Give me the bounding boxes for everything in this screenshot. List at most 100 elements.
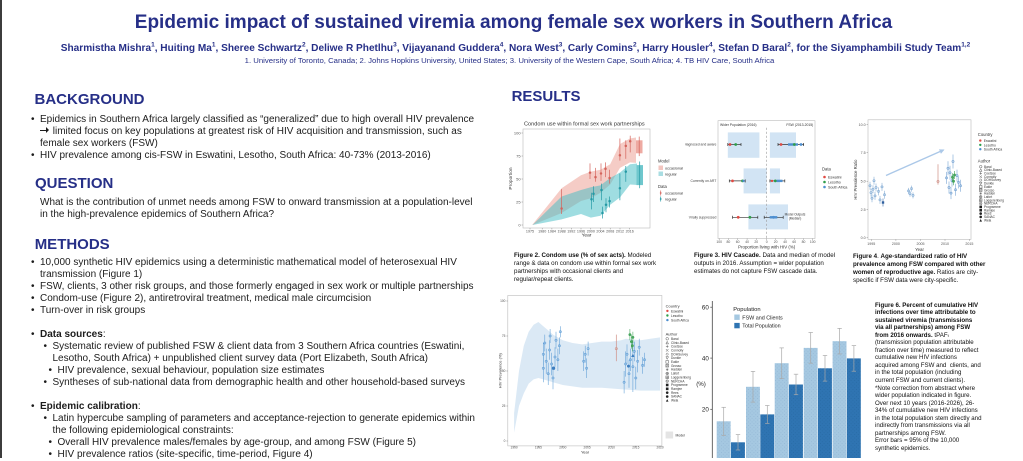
svg-text:0: 0 — [766, 240, 768, 244]
svg-text:100: 100 — [716, 240, 722, 244]
svg-text:40: 40 — [745, 240, 749, 244]
svg-text:2010: 2010 — [941, 242, 949, 246]
svg-text:20: 20 — [754, 240, 758, 244]
svg-text:Lesotho: Lesotho — [671, 314, 683, 318]
svg-text:South Africa: South Africa — [828, 186, 847, 190]
svg-text:Baral: Baral — [984, 165, 992, 169]
svg-text:Ramjee: Ramjee — [671, 387, 682, 391]
svg-text:Clinic-Based: Clinic-Based — [984, 168, 1002, 172]
svg-text:Lesotho: Lesotho — [828, 181, 841, 185]
svg-text:40: 40 — [783, 240, 787, 244]
svg-text:DOHSurvey: DOHSurvey — [984, 178, 1001, 182]
svg-text:Proportion: Proportion — [508, 167, 514, 189]
svg-text:South Africa: South Africa — [984, 148, 1002, 152]
svg-text:Dunkle: Dunkle — [984, 182, 994, 186]
svg-text:2010: 2010 — [608, 446, 615, 450]
svg-text:Virally suppressed: Virally suppressed — [689, 216, 717, 220]
svg-text:(%): (%) — [696, 381, 706, 388]
svg-text:South Africa: South Africa — [671, 319, 689, 323]
svg-text:Author: Author — [666, 332, 678, 337]
svg-text:1995: 1995 — [867, 242, 875, 246]
svg-text:Year: Year — [581, 449, 590, 454]
svg-text:80: 80 — [727, 240, 731, 244]
svg-text:Eakle: Eakle — [984, 185, 992, 189]
svg-text:Wider Population (2016): Wider Population (2016) — [720, 123, 757, 127]
svg-text:25: 25 — [502, 404, 506, 408]
svg-text:5.0: 5.0 — [861, 180, 866, 184]
svg-text:Eswatini: Eswatini — [671, 309, 684, 313]
svg-text:2008: 2008 — [606, 230, 614, 234]
svg-text:Condom use within formal sex w: Condom use within formal sex work partne… — [524, 122, 645, 128]
svg-text:60: 60 — [792, 240, 796, 244]
svg-text:1980: 1980 — [538, 230, 546, 234]
svg-text:2020: 2020 — [657, 446, 664, 450]
svg-text:2005: 2005 — [584, 446, 591, 450]
svg-text:Model: Model — [676, 434, 685, 438]
svg-text:Wela: Wela — [671, 399, 678, 403]
svg-text:FSW (2013-2015): FSW (2013-2015) — [786, 123, 813, 127]
svg-text:100: 100 — [810, 240, 816, 244]
svg-text:40: 40 — [702, 355, 709, 362]
svg-text:DOHSurvey: DOHSurvey — [671, 352, 688, 356]
svg-text:2005: 2005 — [917, 242, 925, 246]
svg-text:Rees: Rees — [984, 212, 992, 216]
svg-text:regular: regular — [665, 198, 678, 202]
svg-text:Lesotho: Lesotho — [984, 143, 996, 147]
svg-text:Grosso: Grosso — [984, 188, 995, 192]
svg-text:Eswatini: Eswatini — [984, 139, 997, 143]
svg-text:Proportion living with HIV (%): Proportion living with HIV (%) — [738, 245, 796, 250]
svg-text:Wela: Wela — [984, 218, 991, 222]
svg-text:Programme: Programme — [671, 383, 688, 387]
svg-text:Lafort: Lafort — [984, 195, 992, 199]
svg-text:100: 100 — [514, 130, 521, 135]
svg-text:20: 20 — [702, 407, 709, 414]
svg-text:Currently on ART: Currently on ART — [690, 179, 716, 183]
svg-text:10.0: 10.0 — [859, 123, 866, 127]
svg-text:0: 0 — [518, 222, 521, 227]
svg-text:Year: Year — [582, 233, 592, 239]
svg-text:Year: Year — [915, 247, 924, 252]
svg-text:FSW and Clients: FSW and Clients — [742, 315, 783, 321]
svg-text:100: 100 — [500, 299, 506, 303]
svg-text:NERCHA: NERCHA — [671, 379, 685, 383]
svg-text:Total Population: Total Population — [742, 324, 780, 330]
svg-text:Model Outputs: Model Outputs — [785, 212, 806, 216]
svg-text:2016: 2016 — [626, 230, 634, 234]
svg-text:80: 80 — [802, 240, 806, 244]
svg-text:25: 25 — [516, 199, 521, 204]
svg-text:60: 60 — [702, 304, 709, 311]
svg-text:1988: 1988 — [557, 230, 565, 234]
svg-text:Programme: Programme — [984, 205, 1001, 209]
svg-text:Hadden: Hadden — [671, 368, 682, 372]
svg-text:Eakle: Eakle — [671, 360, 679, 364]
svg-text:75: 75 — [516, 153, 521, 158]
svg-text:2000: 2000 — [559, 446, 566, 450]
svg-text:Connolly: Connolly — [984, 175, 997, 179]
svg-text:Model: Model — [658, 159, 669, 164]
svg-text:SANAC: SANAC — [671, 395, 683, 399]
svg-text:2004: 2004 — [596, 230, 604, 234]
svg-text:Dunkle: Dunkle — [671, 356, 681, 360]
svg-text:1992: 1992 — [567, 230, 575, 234]
svg-text:Population: Population — [733, 307, 760, 313]
svg-text:Clinic-Based: Clinic-Based — [671, 341, 689, 345]
svg-text:Loggerenberg: Loggerenberg — [984, 198, 1004, 202]
svg-text:occasional: occasional — [665, 167, 683, 171]
svg-text:2012: 2012 — [616, 230, 624, 234]
svg-text:Connolly: Connolly — [671, 348, 684, 352]
svg-text:Data: Data — [658, 184, 668, 189]
svg-text:1995: 1995 — [535, 446, 542, 450]
svg-text:50: 50 — [516, 176, 521, 181]
svg-text:60: 60 — [736, 240, 740, 244]
svg-text:Country: Country — [666, 304, 680, 309]
svg-text:0: 0 — [504, 439, 506, 443]
svg-text:Data: Data — [822, 167, 832, 172]
svg-text:Lafort: Lafort — [671, 372, 679, 376]
svg-text:HIV Prevalence Ratio: HIV Prevalence Ratio — [853, 159, 858, 200]
svg-text:Ramjee: Ramjee — [984, 208, 995, 212]
svg-text:Hadden: Hadden — [984, 192, 995, 196]
svg-text:Diagnosed and aware: Diagnosed and aware — [685, 143, 717, 147]
svg-text:0.0: 0.0 — [861, 236, 866, 240]
svg-text:occasional: occasional — [665, 192, 683, 196]
svg-text:Country: Country — [978, 132, 994, 137]
